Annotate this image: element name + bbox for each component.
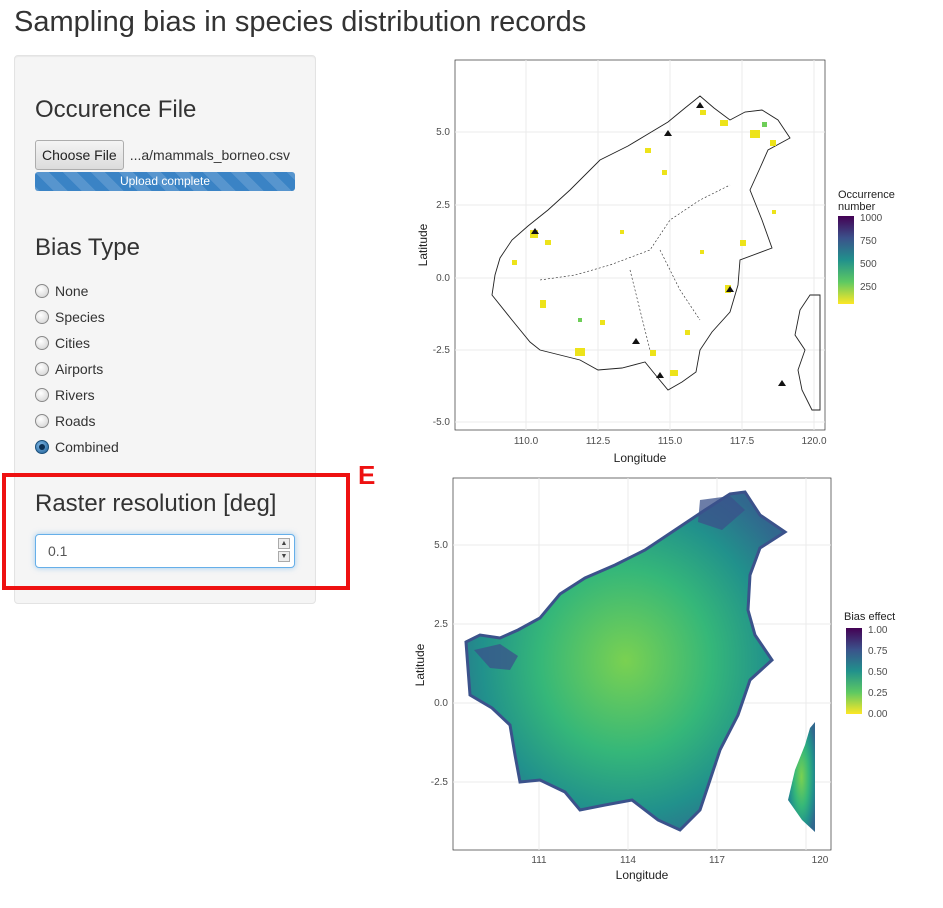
radio-button[interactable] [35, 388, 49, 402]
radio-roads[interactable]: Roads [35, 408, 119, 434]
svg-text:2.5: 2.5 [436, 200, 450, 211]
svg-text:250: 250 [860, 282, 877, 293]
legend-title: Occurrence [838, 189, 895, 201]
radio-label: Combined [55, 439, 119, 455]
spin-down-icon[interactable]: ▼ [278, 551, 290, 562]
uploaded-filename: ...a/mammals_borneo.csv [129, 147, 290, 163]
legend-title: Bias effect [844, 611, 895, 623]
bias-effect-map-plot: 111 114 117 120 5.0 2.5 0.0 -2.5 Longitu… [413, 477, 895, 882]
svg-text:-2.5: -2.5 [433, 345, 451, 356]
occurrence-file-heading: Occurence File [35, 96, 197, 123]
radio-button-selected[interactable] [35, 440, 49, 454]
legend-ticks: 1.00 0.75 0.50 0.25 0.00 [868, 625, 888, 720]
svg-text:5.0: 5.0 [434, 540, 448, 551]
radio-label: None [55, 283, 89, 299]
radio-airports[interactable]: Airports [35, 356, 119, 382]
svg-text:0.75: 0.75 [868, 646, 888, 657]
svg-text:110.0: 110.0 [514, 436, 539, 447]
svg-text:0.0: 0.0 [434, 698, 448, 709]
page-title: Sampling bias in species distribution re… [14, 6, 587, 38]
svg-text:1000: 1000 [860, 213, 883, 224]
svg-text:-2.5: -2.5 [431, 777, 449, 788]
svg-text:2.5: 2.5 [434, 619, 448, 630]
radio-none[interactable]: None [35, 278, 119, 304]
radio-button[interactable] [35, 362, 49, 376]
radio-label: Cities [55, 335, 91, 351]
svg-text:0.00: 0.00 [868, 709, 888, 720]
svg-text:111: 111 [531, 855, 547, 866]
radio-label: Rivers [55, 387, 95, 403]
x-axis-label: Longitude [616, 868, 669, 882]
radio-label: Species [55, 309, 105, 325]
svg-text:115.0: 115.0 [658, 436, 683, 447]
choose-file-button[interactable]: Choose File [35, 140, 124, 170]
radio-button[interactable] [35, 310, 49, 324]
legend-title: number [838, 201, 876, 213]
svg-text:0.50: 0.50 [868, 667, 888, 678]
spin-up-icon[interactable]: ▲ [278, 538, 290, 549]
highlight-box [2, 473, 350, 590]
bias-raster-land [464, 490, 788, 832]
internal-borders [539, 184, 731, 351]
raster-resolution-input[interactable]: 0.1 ▲ ▼ [35, 534, 295, 568]
svg-text:750: 750 [860, 236, 877, 247]
radio-button[interactable] [35, 414, 49, 428]
x-tick-labels: 111 114 117 120 [531, 855, 828, 866]
legend-ticks: 1000 750 500 250 [860, 213, 883, 293]
svg-text:0.25: 0.25 [868, 688, 888, 699]
svg-text:114: 114 [620, 855, 636, 866]
svg-text:112.5: 112.5 [586, 436, 611, 447]
occurrence-points-green [578, 122, 767, 322]
bias-raster-sulawesi [788, 722, 815, 832]
svg-text:0.0: 0.0 [436, 273, 450, 284]
annotation-label: E [358, 460, 376, 490]
svg-text:1.00: 1.00 [868, 625, 888, 636]
raster-resolution-value: 0.1 [48, 543, 68, 559]
number-spinner[interactable]: ▲ ▼ [278, 538, 290, 562]
svg-text:120: 120 [812, 855, 829, 866]
y-axis-label: Latitude [416, 223, 430, 266]
radio-label: Airports [55, 361, 104, 377]
svg-text:5.0: 5.0 [436, 127, 450, 138]
radio-cities[interactable]: Cities [35, 330, 119, 356]
y-tick-labels: 5.0 2.5 0.0 -2.5 [431, 540, 449, 788]
sulawesi-coastline [794, 294, 821, 411]
raster-resolution-heading: Raster resolution [deg] [35, 490, 277, 517]
bias-raster-dark-patches [474, 496, 745, 670]
y-axis-label: Latitude [413, 643, 427, 686]
bias-type-heading: Bias Type [35, 234, 140, 261]
bias-type-radio-group: None Species Cities Airports Rivers Road… [35, 278, 119, 460]
y-tick-labels: 5.0 2.5 0.0 -2.5 -5.0 [433, 127, 451, 428]
radio-button[interactable] [35, 284, 49, 298]
radio-rivers[interactable]: Rivers [35, 382, 119, 408]
svg-text:500: 500 [860, 259, 877, 270]
radio-species[interactable]: Species [35, 304, 119, 330]
radio-button[interactable] [35, 336, 49, 350]
file-input-row: Choose File ...a/mammals_borneo.csv [35, 140, 290, 170]
occurrence-map-plot: 110.0 112.5 115.0 117.5 120.0 5.0 2.5 0.… [416, 59, 895, 465]
sidebar-panel: Occurence File Choose File ...a/mammals_… [14, 55, 316, 604]
svg-text:117.5: 117.5 [730, 436, 755, 447]
x-tick-labels: 110.0 112.5 115.0 117.5 120.0 [514, 436, 827, 447]
upload-progress-bar: Upload complete [35, 172, 295, 191]
svg-text:-5.0: -5.0 [433, 417, 451, 428]
svg-text:117: 117 [709, 855, 725, 866]
borneo-coastline [491, 95, 791, 391]
svg-text:120.0: 120.0 [801, 436, 826, 447]
x-axis-label: Longitude [614, 451, 667, 465]
radio-label: Roads [55, 413, 96, 429]
legend-colorbar [846, 628, 862, 714]
radio-combined[interactable]: Combined [35, 434, 119, 460]
city-markers [531, 102, 786, 386]
legend-colorbar [838, 216, 854, 304]
